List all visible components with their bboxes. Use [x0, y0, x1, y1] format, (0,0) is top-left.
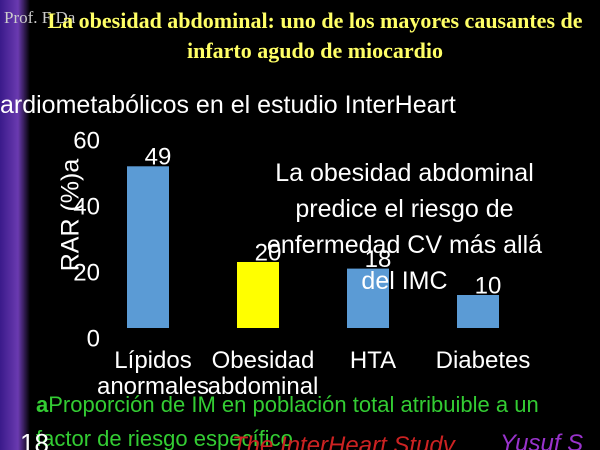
x-tick-label: Obesidad abdominal [207, 347, 319, 400]
author: Prof. F Da [4, 8, 76, 27]
x-tick-label: Diabetes [435, 347, 531, 374]
value-label: 49 [145, 144, 172, 171]
footnote-text: Proporción de IM en población total atri… [36, 392, 539, 450]
footnote-marker: a [36, 392, 49, 417]
footnote: aProporción de IM en población total atr… [36, 388, 596, 450]
value-label: 18 [365, 246, 392, 273]
value-label: 20 [255, 239, 282, 266]
y-tick-label: 20 [73, 259, 100, 286]
x-tick-label: Lípidos anormales [96, 347, 210, 400]
annotation: La obesidad abdominal predice el riesgo … [266, 159, 543, 295]
slide-title: La obesidad abdominal: uno de los mayore… [47, 8, 583, 63]
reference-author: Yusuf S [500, 430, 584, 450]
y-axis-label: RAR (%)a [57, 159, 85, 272]
x-tick-label: HTA [349, 347, 397, 374]
study-name: The InterHeart Study [232, 432, 455, 450]
value-label: 10 [475, 272, 502, 299]
y-tick-label: 0 [87, 325, 100, 352]
bar [127, 166, 169, 328]
chart-subtitle: ardiometabólicos en el estudio InterHear… [0, 91, 456, 119]
bar [347, 268, 389, 328]
page-number: 18 [20, 428, 49, 450]
side-stripe [0, 0, 30, 450]
y-tick-label: 40 [73, 193, 100, 220]
y-tick-label: 60 [73, 127, 100, 154]
bar [457, 295, 499, 328]
bar [237, 262, 279, 328]
